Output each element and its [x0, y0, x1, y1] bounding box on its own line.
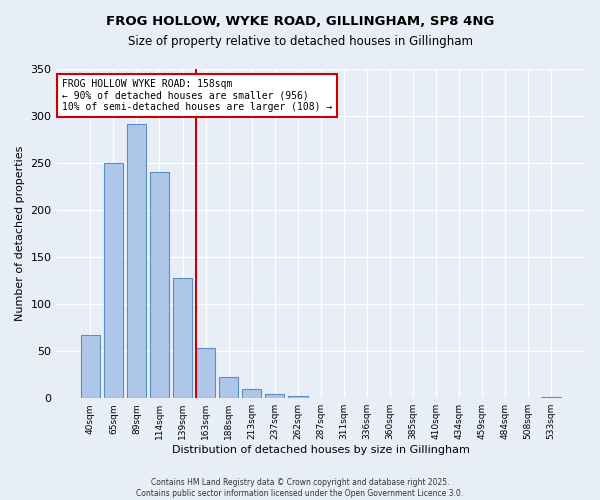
Bar [288, 396, 308, 398]
Y-axis label: Number of detached properties: Number of detached properties [15, 146, 25, 322]
Bar [219, 376, 238, 398]
Bar [196, 348, 215, 398]
Text: FROG HOLLOW WYKE ROAD: 158sqm
← 90% of detached houses are smaller (956)
10% of : FROG HOLLOW WYKE ROAD: 158sqm ← 90% of d… [62, 79, 332, 112]
Text: Contains HM Land Registry data © Crown copyright and database right 2025.
Contai: Contains HM Land Registry data © Crown c… [136, 478, 464, 498]
Bar [104, 163, 123, 398]
Bar [80, 335, 100, 398]
Bar [173, 278, 193, 398]
Bar [127, 124, 146, 398]
Text: FROG HOLLOW, WYKE ROAD, GILLINGHAM, SP8 4NG: FROG HOLLOW, WYKE ROAD, GILLINGHAM, SP8 … [106, 15, 494, 28]
Bar [242, 389, 262, 398]
Bar [265, 394, 284, 398]
Bar [149, 172, 169, 398]
Text: Size of property relative to detached houses in Gillingham: Size of property relative to detached ho… [128, 35, 473, 48]
X-axis label: Distribution of detached houses by size in Gillingham: Distribution of detached houses by size … [172, 445, 470, 455]
